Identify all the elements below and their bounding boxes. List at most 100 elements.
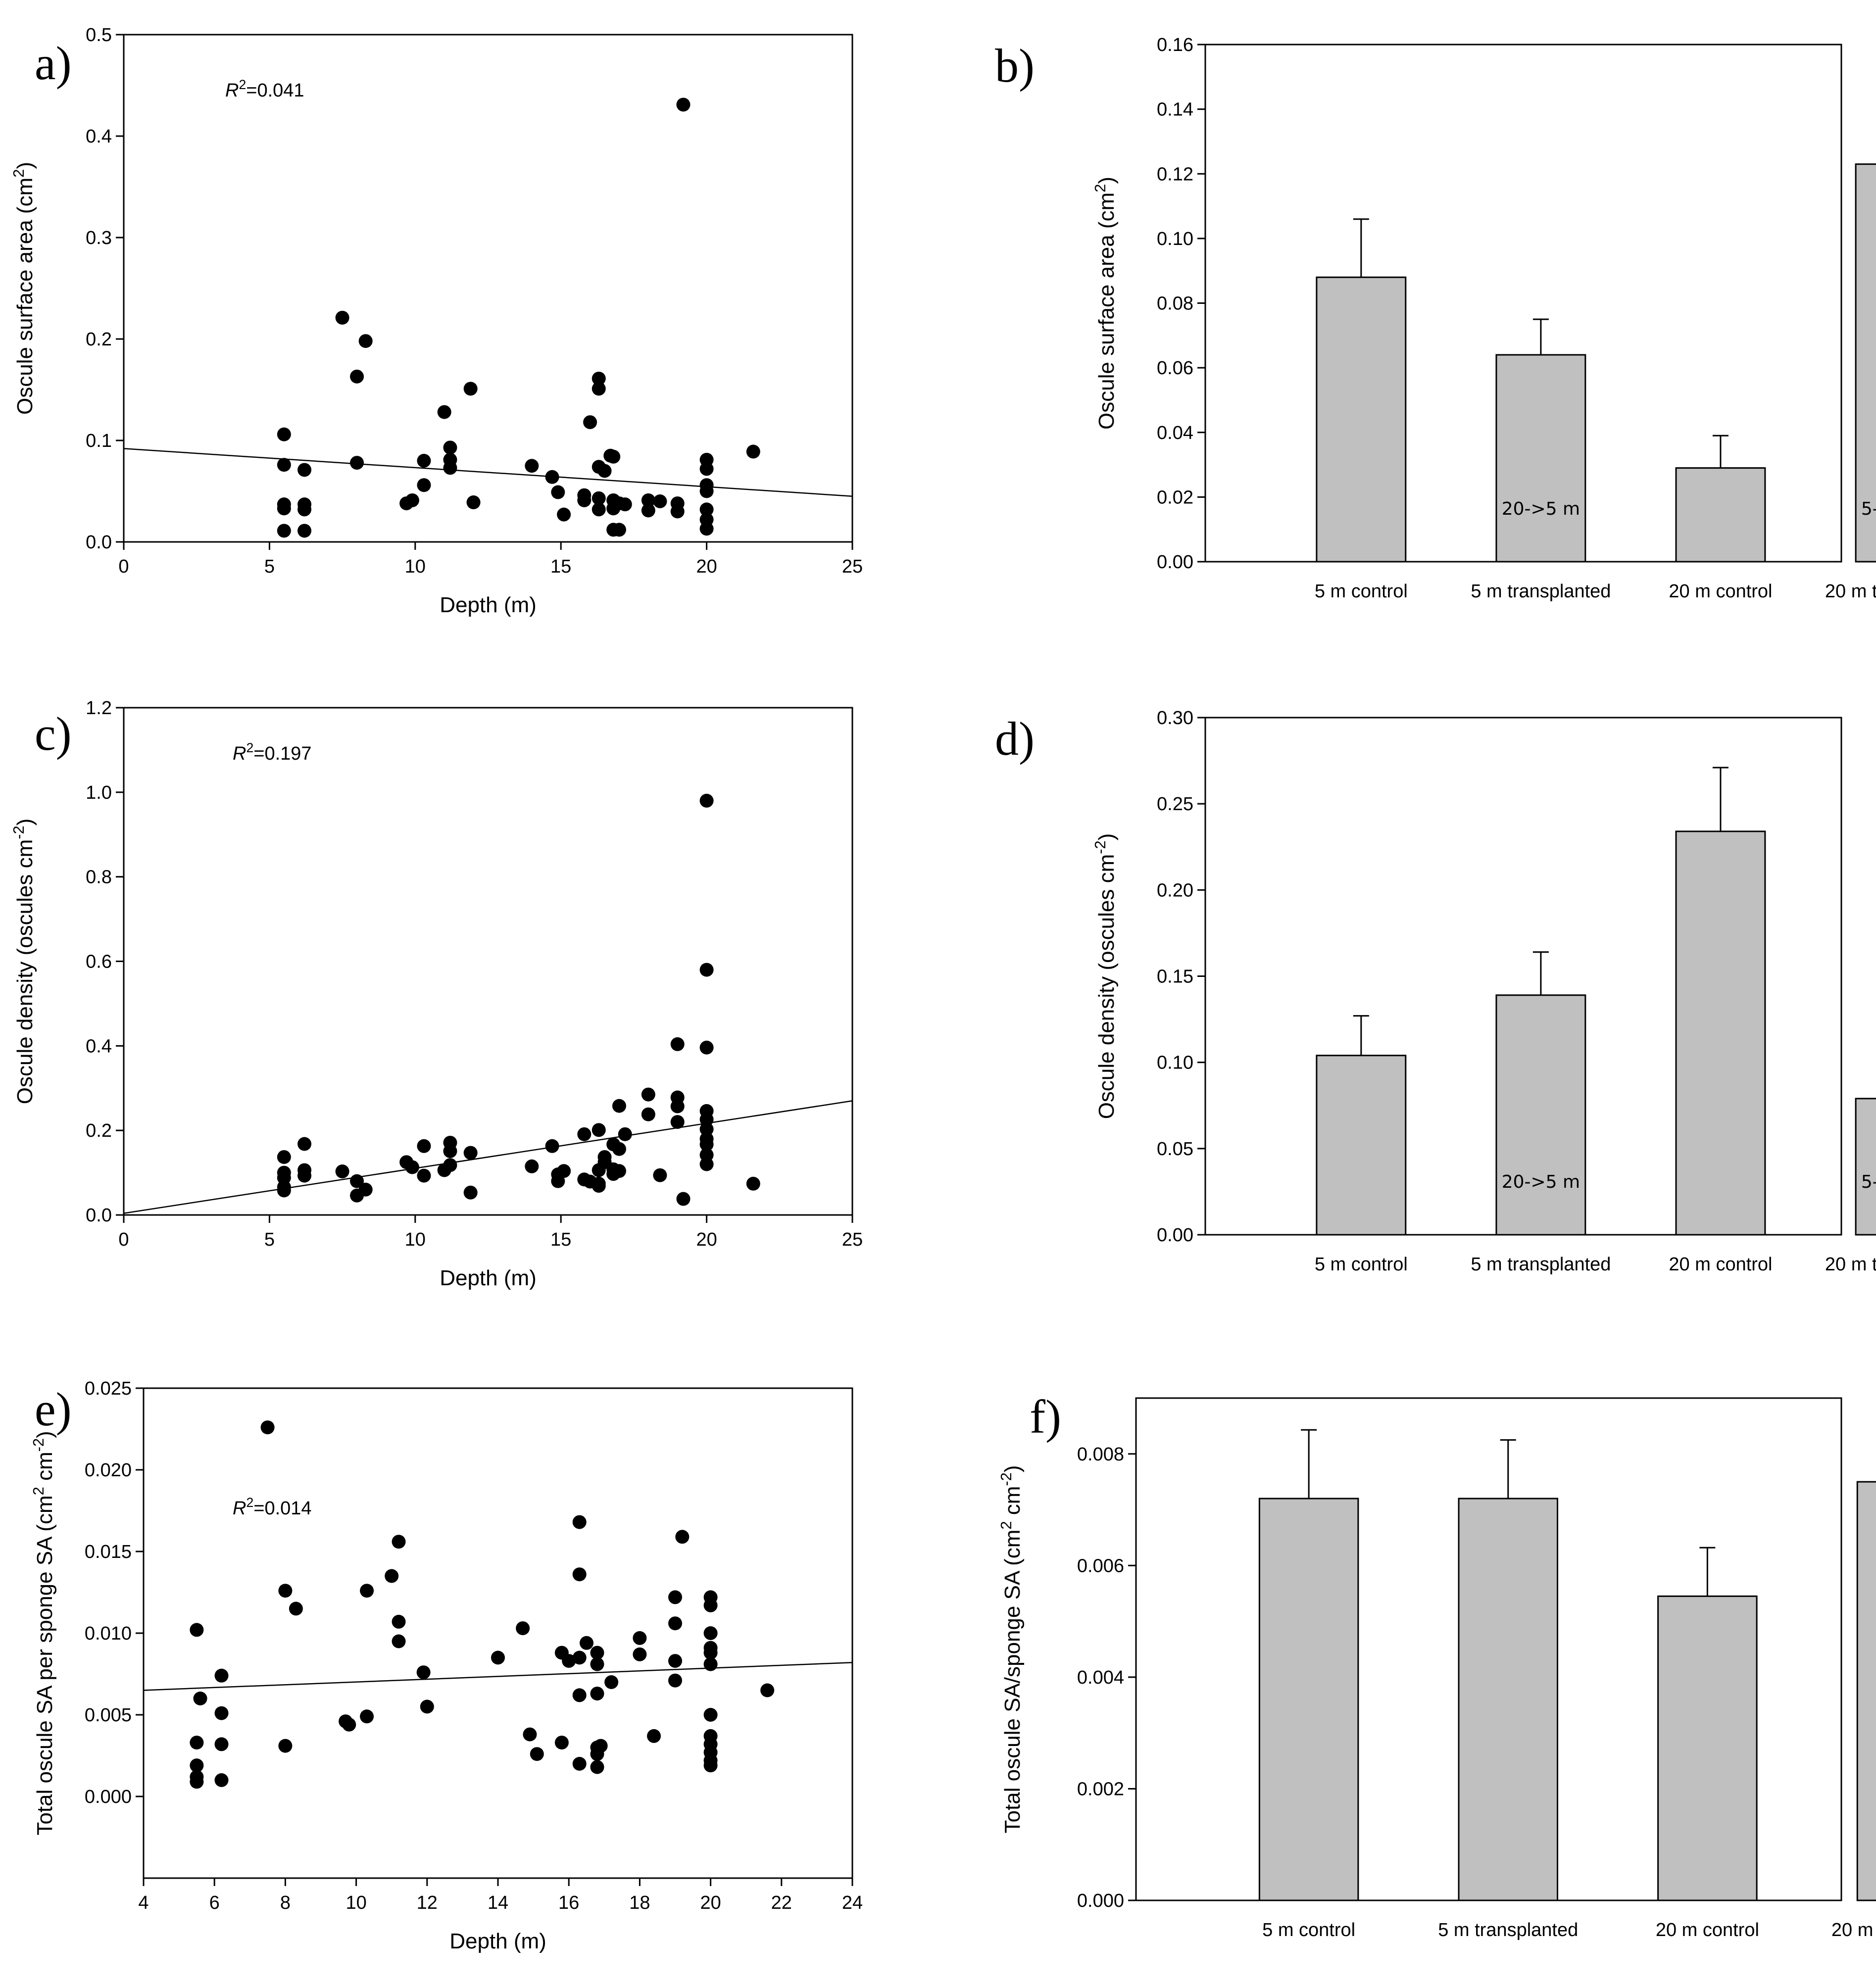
panel-e-ytick-label: 0.010 <box>85 1623 132 1644</box>
panel-b-bar-annotation: 20->5 m <box>1502 499 1580 519</box>
panel-a-ytick-label: 0.2 <box>86 329 112 350</box>
panel-e-data-point <box>590 1646 604 1660</box>
panel-e-data-point <box>703 1626 718 1640</box>
panel-e-data-point <box>572 1650 587 1665</box>
panel-d-bar-annotation: 5->20 m <box>1861 1172 1876 1192</box>
panel-e-data-point <box>633 1647 647 1661</box>
panel-c-data-point <box>612 1164 626 1178</box>
panel-e-xtick-label: 20 <box>700 1892 721 1913</box>
panel-a-data-point <box>525 459 539 473</box>
panel-b-category-label: 20 m transplanted <box>1825 581 1876 602</box>
panel-c-data-point <box>699 963 714 977</box>
panel-e-data-point <box>633 1631 647 1645</box>
panel-c-data-point <box>350 1174 364 1188</box>
panel-b-ytick-label: 0.08 <box>1157 293 1193 314</box>
panel-b-category-label: 20 m control <box>1669 581 1772 602</box>
panel-e-data-point <box>392 1634 406 1648</box>
panel-a-data-point <box>699 502 714 517</box>
panel-e-data-point <box>703 1708 718 1722</box>
panel-e-data-point <box>190 1736 204 1750</box>
panel-e-data-point <box>572 1757 587 1771</box>
panel-a-data-point <box>597 464 612 478</box>
panel-a-data-point <box>592 502 606 517</box>
panel-e-data-point <box>760 1683 775 1697</box>
panel-c-data-point <box>670 1115 685 1129</box>
panel-e-data-point <box>491 1650 505 1665</box>
panel-a-data-point <box>641 493 655 507</box>
panel-c-data-point <box>443 1144 457 1159</box>
panel-a-data-point <box>350 456 364 470</box>
panel-a-frame <box>123 34 853 543</box>
panel-a-data-point <box>551 485 565 499</box>
panel-b-ytick-label: 0.04 <box>1157 423 1193 443</box>
panel-a-data-point <box>699 484 714 498</box>
panel-a-data-point <box>297 524 312 538</box>
panel-a-data-point <box>297 463 312 477</box>
panel-a-data-point <box>443 440 457 455</box>
panel-c-xtick-label: 15 <box>550 1229 571 1250</box>
panel-c-data-point <box>297 1168 312 1183</box>
panel-b-bar <box>1855 163 1876 563</box>
panel-a-data-point <box>592 371 606 386</box>
panel-e-xtick-label: 16 <box>558 1892 579 1913</box>
panel-a-data-point <box>277 458 291 472</box>
panel-f-ytick-label: 0.002 <box>1077 1779 1124 1799</box>
panel-e-data-point <box>193 1692 207 1705</box>
panel-a-data-point <box>545 470 559 484</box>
panel-e-data-point <box>675 1530 690 1544</box>
panel-f-ytick-label: 0.000 <box>1077 1890 1124 1911</box>
panel-e-xtick-label: 8 <box>280 1892 291 1913</box>
panel-a-data-point <box>417 454 431 468</box>
panel-a-data-point <box>699 522 714 536</box>
panel-f-bar <box>1657 1595 1758 1901</box>
panel-c-data-point <box>297 1137 312 1151</box>
panel-a-ytick-label: 0.1 <box>86 431 112 451</box>
panel-e-data-point <box>392 1614 406 1629</box>
panel-c-label: c) <box>35 707 72 760</box>
panel-d-label: d) <box>995 712 1035 765</box>
panel-e-data-point <box>278 1584 293 1598</box>
panel-f-bar <box>1458 1498 1558 1901</box>
panel-c-ytick-label: 1.2 <box>86 698 112 719</box>
panel-e-data-point <box>190 1775 204 1789</box>
panel-b-ytick-label: 0.06 <box>1157 358 1193 379</box>
panel-c-data-point <box>641 1107 655 1121</box>
panel-b-label: b) <box>995 39 1035 92</box>
panel-e-data-point <box>703 1646 718 1660</box>
panel-a-data-point <box>557 507 571 522</box>
panel-e-regression-line <box>143 1662 853 1691</box>
panel-e-ytick-label: 0.025 <box>85 1378 132 1399</box>
panel-c-ytick-label: 0.6 <box>86 952 112 972</box>
panel-c-data-point <box>463 1146 478 1160</box>
panel-e-data-point <box>278 1739 293 1753</box>
panel-a-data-point <box>618 497 632 512</box>
panel-e-data-point <box>668 1590 682 1604</box>
panel-e-data-point <box>523 1727 537 1742</box>
panel-c-data-point <box>746 1176 760 1191</box>
panel-c-data-point <box>551 1174 565 1188</box>
panel-c-data-point <box>612 1142 626 1156</box>
panel-e-data-point <box>416 1665 431 1680</box>
panel-c-data-point <box>525 1159 539 1173</box>
panel-e-xtick-label: 14 <box>488 1892 508 1913</box>
panel-d-ytick-label: 0.00 <box>1157 1225 1193 1246</box>
panel-a-label: a) <box>35 37 72 90</box>
panel-a-xtick-label: 0 <box>118 556 129 577</box>
panel-b-ytick-label: 0.00 <box>1157 552 1193 573</box>
panel-a-xtick-label: 20 <box>696 556 717 577</box>
panel-c-xtick-label: 5 <box>264 1229 275 1250</box>
panel-d-ytick-label: 0.25 <box>1157 794 1193 815</box>
panel-a-ytick-label: 0.3 <box>86 228 112 248</box>
panel-f-category-label: 5 m transplanted <box>1438 1920 1578 1940</box>
panel-e-data-point <box>572 1515 587 1529</box>
panel-c-xlabel: Depth (m) <box>440 1266 537 1290</box>
panel-a-data-point <box>466 495 481 510</box>
panel-e-data-point <box>214 1773 229 1787</box>
panel-e-ytick-label: 0.020 <box>85 1460 132 1481</box>
panel-c-data-point <box>699 1040 714 1055</box>
panel-a-data-point <box>606 449 621 464</box>
panel-d-bar <box>1495 994 1586 1236</box>
panel-c-data-point <box>335 1164 349 1179</box>
panel-e-data-point <box>590 1687 604 1701</box>
panel-f-ytick-label: 0.004 <box>1077 1667 1124 1688</box>
